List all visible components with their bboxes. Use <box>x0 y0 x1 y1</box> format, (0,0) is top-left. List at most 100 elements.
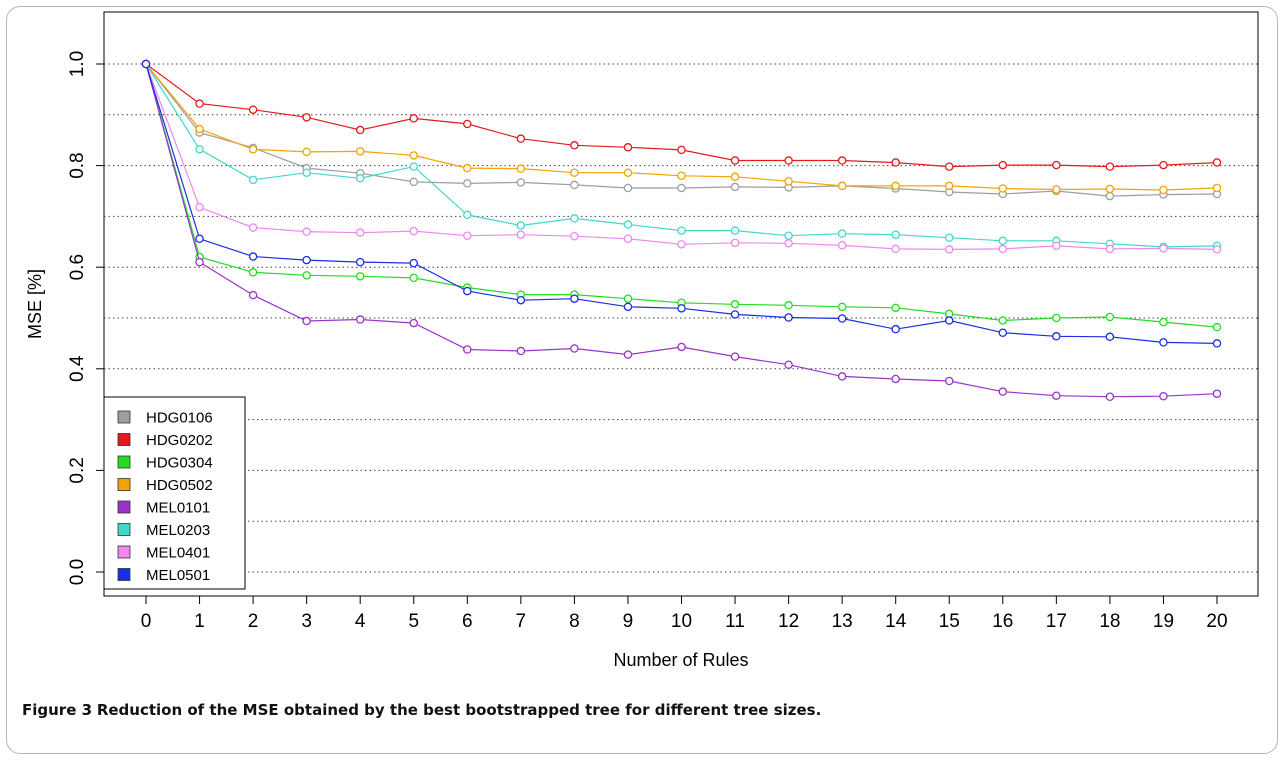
data-point <box>998 316 1008 325</box>
data-point <box>891 158 900 167</box>
data-point <box>570 141 579 150</box>
data-point <box>1052 185 1061 194</box>
data-point <box>677 226 686 235</box>
data-point <box>195 234 204 244</box>
data-point <box>891 324 900 334</box>
data-point <box>516 164 526 173</box>
data-point <box>784 231 793 240</box>
data-point <box>463 163 472 173</box>
series-hdg0304 <box>141 59 1222 332</box>
data-point <box>570 214 579 223</box>
legend: HDG0106 HDG0202 HDG0304 HDG0502 MEL0101 MEL02… <box>103 396 246 590</box>
data-point <box>1052 160 1061 170</box>
data-point <box>409 226 418 236</box>
x-tick-label: 8 <box>569 611 580 632</box>
data-point <box>516 346 526 356</box>
data-point <box>1159 185 1168 195</box>
legend-label: MEL0401 <box>146 545 210 562</box>
data-point <box>623 143 633 152</box>
data-point <box>409 273 418 283</box>
series-mel0203 <box>141 59 1222 252</box>
data-point <box>1105 332 1115 342</box>
data-point <box>998 387 1008 396</box>
data-point <box>355 125 365 135</box>
data-point <box>998 236 1008 246</box>
data-point <box>998 160 1008 170</box>
legend-label: HDG0106 <box>146 410 213 427</box>
data-point <box>248 105 258 114</box>
data-point <box>1159 317 1168 327</box>
legend-swatch <box>117 455 131 469</box>
data-point <box>730 238 740 248</box>
data-point <box>248 223 258 232</box>
data-point <box>570 294 579 303</box>
data-point <box>998 328 1008 337</box>
data-point <box>355 257 365 267</box>
data-point <box>570 344 579 353</box>
data-point <box>623 234 633 244</box>
x-tick-label: 11 <box>725 611 745 632</box>
data-point <box>677 342 686 352</box>
data-point <box>1052 332 1061 341</box>
data-point <box>784 301 793 310</box>
data-point <box>730 300 740 309</box>
data-point <box>837 241 847 250</box>
legend-swatch <box>117 410 131 424</box>
legend-swatch <box>117 545 131 559</box>
data-point <box>302 271 311 280</box>
data-point <box>248 145 258 154</box>
data-point <box>1105 191 1115 201</box>
data-point <box>516 230 526 239</box>
data-point <box>463 286 472 296</box>
data-point <box>302 113 311 122</box>
data-point <box>409 162 418 171</box>
data-point <box>409 318 418 328</box>
data-point <box>516 178 526 187</box>
data-point <box>1212 245 1222 254</box>
y-tick-label: 0.8 <box>67 152 88 178</box>
data-point <box>623 302 633 312</box>
data-point <box>1212 389 1222 398</box>
data-point <box>302 168 311 177</box>
data-point <box>730 172 740 182</box>
data-point <box>1159 338 1168 347</box>
x-tick-label: 18 <box>1099 611 1120 632</box>
data-point <box>195 257 204 267</box>
data-point <box>516 134 526 143</box>
y-tick-label: 0.0 <box>67 559 88 585</box>
data-point <box>1212 339 1222 348</box>
data-point <box>945 233 954 242</box>
data-point <box>248 175 258 185</box>
x-tick-label: 3 <box>301 611 312 632</box>
data-point <box>570 168 579 177</box>
data-point <box>837 372 847 381</box>
data-point <box>302 147 311 157</box>
data-point <box>998 244 1008 254</box>
y-tick-label: 0.2 <box>67 457 88 483</box>
y-tick-label: 1.0 <box>67 51 88 77</box>
data-point <box>141 59 151 69</box>
data-point <box>891 181 900 191</box>
legend-label: HDG0502 <box>146 477 213 494</box>
figure-frame <box>6 6 1278 754</box>
data-point <box>784 313 793 322</box>
data-point <box>730 182 740 192</box>
data-point <box>463 179 472 188</box>
data-point <box>891 230 900 239</box>
x-tick-label: 0 <box>141 611 152 632</box>
data-point <box>891 374 900 384</box>
y-axis-title: MSE [%] <box>25 269 45 339</box>
data-point <box>463 210 472 220</box>
x-tick-label: 16 <box>992 611 1013 632</box>
data-point <box>1212 158 1222 167</box>
data-point <box>1105 244 1115 254</box>
data-point <box>730 226 740 235</box>
data-point <box>837 156 847 165</box>
data-point <box>784 177 793 186</box>
data-point <box>409 151 418 160</box>
data-point <box>677 171 686 181</box>
data-point <box>837 314 847 323</box>
data-point <box>998 184 1008 193</box>
data-point <box>570 180 579 190</box>
data-point <box>1212 183 1222 193</box>
